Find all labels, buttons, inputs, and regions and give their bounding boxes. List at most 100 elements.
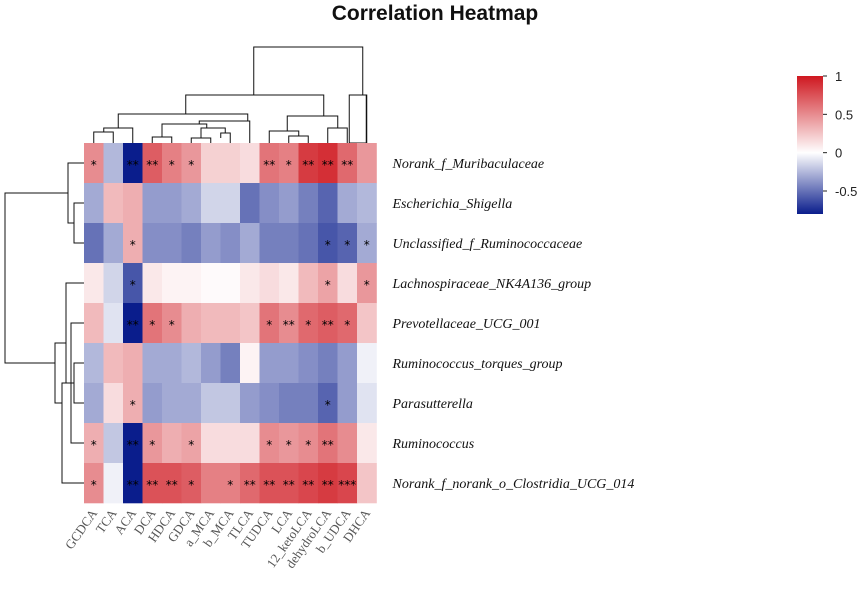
row-label: Lachnospiraceae_NK4A136_group bbox=[392, 277, 592, 292]
heatmap-cell bbox=[103, 223, 124, 264]
heatmap-cell bbox=[201, 143, 221, 184]
heatmap-cell bbox=[84, 463, 104, 504]
heatmap-cell bbox=[298, 303, 319, 344]
significance-star: * bbox=[130, 398, 136, 412]
significance-star: * bbox=[286, 158, 292, 172]
heatmap-cell bbox=[201, 343, 221, 384]
heatmap-cell bbox=[337, 263, 358, 304]
heatmap-cell bbox=[103, 423, 124, 464]
row-dendrogram-link bbox=[54, 342, 66, 404]
heatmap-cell bbox=[298, 343, 319, 384]
heatmap-cell bbox=[181, 383, 202, 424]
significance-star: ** bbox=[283, 478, 295, 492]
heatmap-cell bbox=[123, 143, 143, 184]
row-dendrogram-link bbox=[73, 362, 84, 404]
column-dendrogram bbox=[93, 46, 368, 144]
significance-markers: * ** ** * * ** * ** ** *** * * ** * *** * * * ** * ** ** ** ** *… bbox=[91, 158, 370, 492]
heatmap-cell bbox=[162, 183, 182, 224]
significance-star: * bbox=[188, 478, 194, 492]
significance-star: ** bbox=[146, 478, 158, 492]
heatmap-cell bbox=[337, 183, 358, 224]
row-label: Escherichia_Shigella bbox=[392, 197, 513, 212]
heatmap-cell bbox=[259, 383, 280, 424]
heatmap-cell bbox=[240, 383, 260, 424]
heatmap-cell bbox=[103, 463, 124, 504]
significance-star: ** bbox=[127, 478, 139, 492]
heatmap-cell bbox=[103, 383, 124, 424]
row-label: Ruminococcus bbox=[392, 437, 475, 452]
heatmap-cell bbox=[279, 263, 299, 304]
heatmap-cell bbox=[357, 143, 377, 184]
heatmap-cell bbox=[181, 303, 202, 344]
heatmap-cell bbox=[279, 423, 299, 464]
row-label: Unclassified_f_Ruminococcaceae bbox=[393, 237, 583, 252]
heatmap-cell bbox=[84, 223, 104, 264]
heatmap-cell bbox=[240, 423, 260, 464]
significance-star: * bbox=[344, 318, 350, 332]
column-dendrogram-link bbox=[93, 131, 114, 143]
heatmap-cell bbox=[201, 463, 221, 504]
column-dendrogram-link bbox=[190, 137, 212, 143]
heatmap-cell bbox=[103, 343, 124, 384]
row-dendrogram-link bbox=[4, 192, 68, 364]
significance-star: ** bbox=[146, 158, 158, 172]
heatmap-cell bbox=[84, 143, 104, 184]
heatmap-cell bbox=[298, 263, 319, 304]
heatmap-cell bbox=[84, 343, 104, 384]
row-label: Ruminococcus_torques_group bbox=[392, 357, 563, 372]
heatmap-cell bbox=[240, 223, 260, 264]
heatmap-cell bbox=[162, 463, 182, 504]
column-dendrogram-link bbox=[286, 115, 339, 131]
significance-star: ** bbox=[127, 158, 139, 172]
heatmap-cell bbox=[318, 383, 338, 424]
column-dendrogram-link bbox=[327, 127, 348, 143]
significance-star: * bbox=[325, 238, 331, 252]
heatmap-cell bbox=[162, 383, 182, 424]
heatmap-cell bbox=[181, 223, 202, 264]
heatmap-cell bbox=[259, 223, 280, 264]
heatmap-cell bbox=[357, 303, 377, 344]
significance-star: * bbox=[266, 438, 272, 452]
heatmap-cell bbox=[318, 183, 338, 224]
heatmap-cell bbox=[162, 223, 182, 264]
heatmap-cell bbox=[298, 143, 319, 184]
heatmap-cell bbox=[142, 303, 163, 344]
significance-star: *** bbox=[338, 478, 356, 492]
heatmap-cell bbox=[181, 143, 202, 184]
significance-star: * bbox=[344, 238, 350, 252]
significance-star: ** bbox=[127, 318, 139, 332]
heatmap-cell bbox=[357, 223, 377, 264]
significance-star: * bbox=[227, 478, 233, 492]
heatmap-cell bbox=[201, 223, 221, 264]
heatmap-cell bbox=[201, 263, 221, 304]
row-dendrogram bbox=[4, 162, 84, 484]
heatmap-cell bbox=[220, 143, 241, 184]
heatmap-cell bbox=[123, 183, 143, 224]
heatmap-cell bbox=[220, 383, 241, 424]
significance-star: * bbox=[169, 158, 175, 172]
heatmap-cell bbox=[337, 463, 358, 504]
row-dendrogram-link bbox=[67, 162, 84, 224]
significance-star: ** bbox=[283, 318, 295, 332]
heatmap-cell bbox=[201, 383, 221, 424]
column-dendrogram-link bbox=[288, 135, 309, 143]
heatmap-cell bbox=[298, 463, 319, 504]
heatmap-cell bbox=[123, 303, 143, 344]
heatmap-cell bbox=[84, 423, 104, 464]
heatmap-cell bbox=[298, 423, 319, 464]
significance-star: * bbox=[305, 318, 311, 332]
heatmap-cell bbox=[279, 223, 299, 264]
significance-star: * bbox=[169, 318, 175, 332]
column-dendrogram-link bbox=[151, 136, 173, 143]
heatmap-cell bbox=[103, 263, 124, 304]
heatmap-cell bbox=[123, 383, 143, 424]
heatmap-cell bbox=[240, 463, 260, 504]
colorbar-tick-label: 1 bbox=[835, 69, 842, 84]
row-label: Prevotellaceae_UCG_001 bbox=[392, 317, 541, 332]
heatmap-cell bbox=[279, 303, 299, 344]
colorbar-tick-label: 0.5 bbox=[835, 107, 853, 122]
column-dendrogram-link bbox=[185, 94, 325, 116]
significance-star: * bbox=[286, 438, 292, 452]
significance-star: ** bbox=[322, 438, 334, 452]
